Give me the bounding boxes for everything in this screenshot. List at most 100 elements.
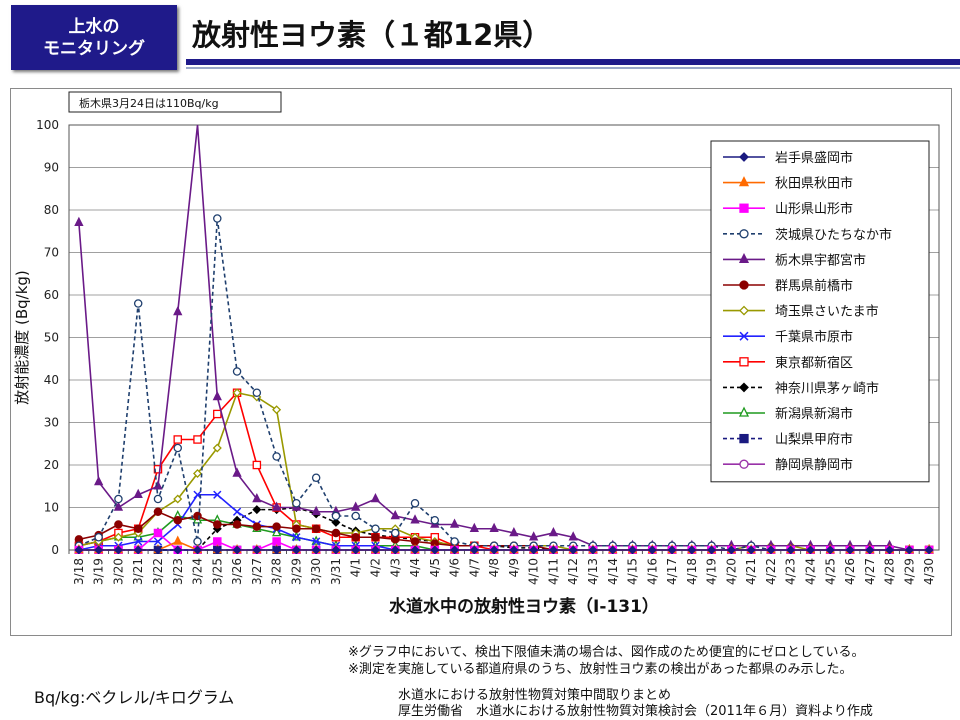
data-point	[271, 501, 282, 511]
x-tick-label: 3/29	[289, 558, 303, 585]
x-tick-label: 4/25	[823, 558, 837, 585]
x-tick-label: 3/28	[270, 558, 284, 585]
data-point	[738, 252, 750, 264]
data-point	[608, 545, 618, 554]
data-point	[331, 528, 341, 538]
data-point	[272, 452, 281, 461]
legend-label: 岩手県盛岡市	[775, 150, 853, 166]
y-tick-label: 20	[44, 458, 59, 472]
x-tick-label: 4/10	[527, 558, 541, 585]
data-point	[212, 443, 222, 453]
legend-label: 静岡県静岡市	[775, 457, 853, 473]
data-point	[252, 522, 262, 531]
data-point	[232, 388, 242, 398]
source-line-1: 水道水における放射性物質対策中間取りまとめ	[398, 688, 672, 703]
x-tick-label: 4/30	[922, 558, 936, 585]
data-point	[213, 520, 222, 529]
x-tick-label: 4/19	[705, 558, 719, 585]
data-point	[292, 533, 301, 542]
x-tick-label: 3/21	[131, 558, 145, 585]
data-point	[133, 524, 143, 533]
x-tick-label: 4/18	[685, 558, 699, 585]
y-tick-label: 0	[51, 543, 59, 557]
data-point	[331, 511, 341, 521]
data-point	[114, 494, 123, 504]
data-point	[351, 545, 361, 554]
x-tick-label: 4/5	[428, 558, 442, 577]
data-point	[739, 305, 749, 316]
data-point	[252, 545, 262, 554]
title-underline-thin	[186, 67, 960, 69]
data-point	[390, 545, 400, 554]
data-point	[351, 501, 361, 511]
data-point	[173, 494, 183, 504]
data-point	[371, 532, 380, 542]
data-point	[292, 498, 301, 508]
data-point	[469, 522, 479, 533]
data-point	[232, 545, 242, 554]
x-tick-label: 4/22	[764, 558, 778, 585]
data-point	[271, 526, 282, 537]
legend-label: 埼玉県さいたま市	[775, 304, 879, 320]
data-point	[739, 382, 749, 393]
legend-label: 群馬県前橋市	[775, 278, 853, 294]
data-point	[786, 545, 796, 554]
legend-label: 栃木県宇都宮市	[775, 252, 866, 268]
x-tick-label: 4/8	[487, 558, 501, 577]
data-point	[153, 537, 163, 546]
y-tick-label: 60	[44, 288, 59, 302]
legend-label: 秋田県秋田市	[775, 176, 853, 192]
x-tick-label: 4/3	[388, 558, 402, 577]
x-tick-label: 4/2	[368, 558, 382, 577]
data-point	[489, 545, 499, 554]
unit-legend: Bq/kg:ベクレル/キログラム	[34, 688, 235, 707]
data-point	[272, 545, 282, 554]
data-point	[509, 526, 519, 537]
data-point	[904, 545, 914, 554]
data-point	[450, 545, 460, 554]
data-point	[410, 545, 420, 554]
data-point	[312, 537, 321, 546]
data-point	[449, 518, 460, 528]
x-tick-label: 4/21	[744, 558, 758, 585]
data-point	[311, 545, 321, 554]
data-point	[252, 492, 262, 503]
data-point	[707, 545, 717, 554]
chart-frame: 0 10 20 30 40 50 60 70 80 90 100 3/18 3/19 3/20 3/21 3/…	[10, 88, 952, 636]
x-tick-label: 3/20	[111, 558, 125, 585]
data-point	[766, 545, 776, 554]
note-1: ※グラフ中において、検出下限値未満の場合は、図作成のため便宜的にゼロとしている。	[348, 645, 865, 660]
x-tick-label: 3/24	[191, 558, 205, 585]
series-line	[78, 515, 930, 551]
data-point	[628, 545, 638, 554]
x-tick-label: 3/23	[171, 558, 185, 585]
x-tick-label: 4/4	[408, 558, 422, 577]
data-point	[173, 545, 183, 554]
data-point	[351, 511, 360, 521]
data-point	[667, 545, 677, 554]
data-point	[311, 505, 321, 516]
x-tick-label: 4/16	[645, 558, 659, 585]
data-point	[173, 435, 182, 444]
y-tick-label: 10	[44, 501, 59, 515]
x-tick-label: 3/22	[151, 558, 165, 585]
data-point	[193, 435, 202, 444]
y-tick-label: 40	[44, 373, 59, 387]
data-point	[252, 460, 262, 470]
x-tick-label: 4/13	[586, 558, 600, 585]
data-point	[739, 152, 749, 162]
badge-line-1: 上水の	[68, 16, 120, 37]
data-point	[252, 388, 262, 397]
page-title: 放射性ヨウ素（１都12県）	[192, 18, 552, 52]
section-badge: 上水の モニタリング	[11, 5, 177, 70]
data-point	[212, 545, 222, 554]
x-tick-label: 3/30	[309, 558, 323, 585]
data-point	[133, 299, 143, 308]
data-point	[548, 545, 558, 554]
data-point	[509, 545, 519, 554]
data-point	[113, 545, 123, 554]
x-tick-label: 3/26	[230, 558, 244, 585]
data-point	[370, 545, 380, 554]
data-point	[173, 305, 183, 316]
data-point	[193, 545, 203, 554]
